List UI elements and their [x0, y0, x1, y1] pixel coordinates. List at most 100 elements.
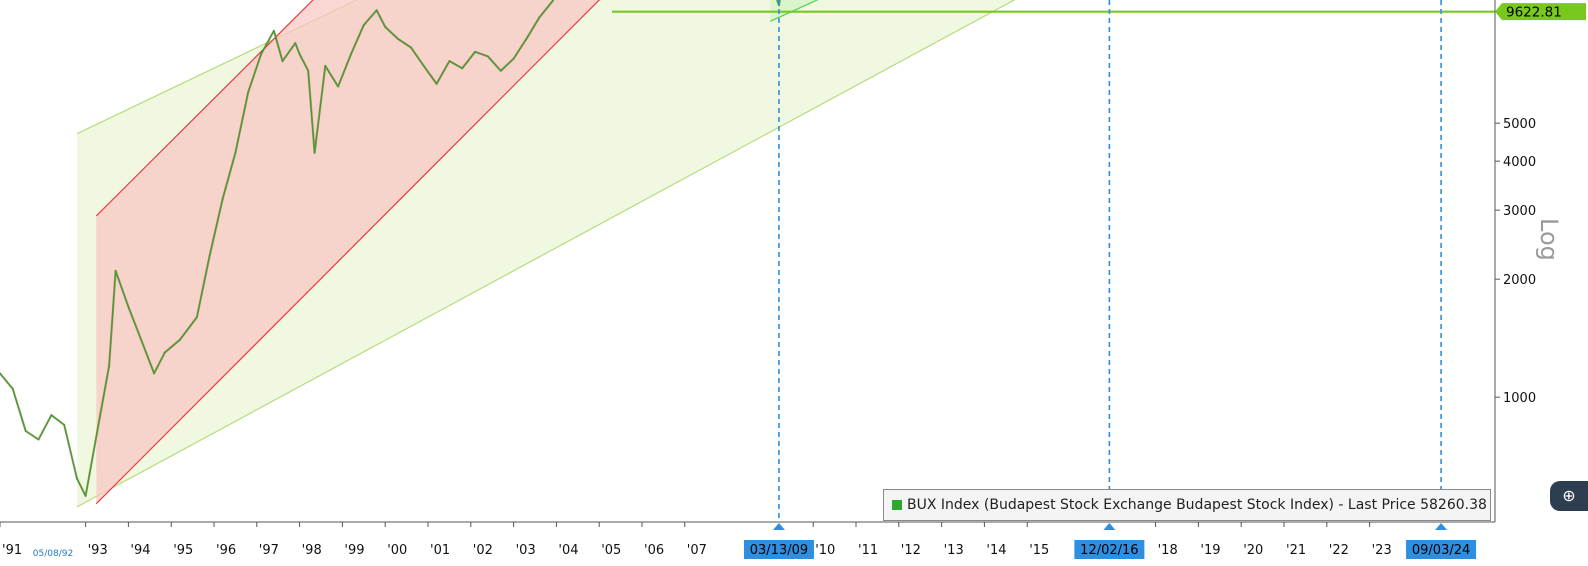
- price-point: [499, 69, 502, 72]
- price-point: [461, 67, 464, 70]
- price-point: [538, 16, 541, 19]
- price-point: [313, 151, 316, 154]
- date-marker-box-2: [1406, 540, 1477, 559]
- x-tick-label: '98: [302, 543, 322, 558]
- channel-upper-line-2: [95, 0, 314, 217]
- price-point: [114, 269, 117, 272]
- price-point: [247, 91, 250, 94]
- price-point: [298, 53, 301, 56]
- y-tick-label: 5000: [1503, 117, 1536, 132]
- vertical-date-markers: [778, 0, 1442, 522]
- x-tick-label: '15: [1029, 543, 1049, 558]
- price-point: [409, 46, 412, 49]
- price-point: [195, 316, 198, 319]
- price-point: [221, 198, 224, 201]
- price-point: [435, 82, 438, 85]
- x-tick-label: '04: [558, 543, 578, 558]
- price-point: [362, 24, 365, 26]
- x-tick-label: '96: [216, 543, 236, 558]
- level-label-3: 9622.81: [1506, 5, 1562, 21]
- price-point: [37, 438, 40, 441]
- price-point: [97, 423, 100, 426]
- price-point: [178, 338, 181, 341]
- x-tick-label: '99: [344, 543, 364, 558]
- y-axis-labels: 100020003000400050002000040000500000.2M9…: [1495, 3, 1586, 406]
- level-label-box-3: [1495, 3, 1586, 21]
- price-point: [273, 29, 275, 32]
- price-series-group: [0, 0, 781, 497]
- legend-text: BUX Index (Budapest Stock Exchange Budap…: [907, 497, 1487, 513]
- price-point: [260, 53, 262, 56]
- date-marker-pointer-1: [1103, 523, 1116, 530]
- price-point: [281, 60, 284, 62]
- price-point: [84, 495, 87, 497]
- price-point: [50, 414, 53, 417]
- x-tick-label: '23: [1372, 543, 1392, 558]
- date-marker-pointer-2: [1435, 523, 1448, 530]
- x-tick-label: '18: [1158, 543, 1178, 558]
- price-point: [512, 57, 515, 60]
- regression-channels: [76, 0, 1016, 508]
- price-point: [153, 372, 155, 375]
- price-point: [11, 387, 14, 390]
- x-tick-label: '21: [1286, 543, 1306, 558]
- price-point: [294, 42, 297, 45]
- price-point: [487, 55, 489, 58]
- price-point: [474, 50, 476, 53]
- price-point: [108, 365, 111, 368]
- channel-lower-line-0: [76, 0, 1016, 508]
- axes: [0, 0, 1496, 523]
- price-point: [525, 38, 528, 40]
- chart-legend: BUX Index (Budapest Stock Exchange Budap…: [883, 489, 1491, 521]
- price-point: [140, 338, 143, 341]
- x-tick-label: '20: [1243, 543, 1263, 558]
- x-tick-label: '97: [259, 543, 279, 558]
- horizontal-level-lines: [612, 10, 1495, 13]
- price-point: [384, 25, 387, 28]
- x-tick-label: '91: [2, 543, 22, 558]
- price-point: [448, 60, 451, 62]
- price-point: [0, 372, 1, 375]
- x-tick-label: '10: [815, 543, 835, 558]
- x-tick-label: '12: [901, 543, 921, 558]
- x-tick-label: '03: [516, 543, 536, 558]
- x-tick-label: '22: [1329, 543, 1349, 558]
- log-scale-label: Log: [1535, 218, 1563, 261]
- price-point: [307, 69, 310, 72]
- date-marker-label-1: 12/02/16: [1080, 543, 1138, 558]
- x-start-date-label: 05/08/92: [33, 549, 73, 559]
- x-tick-label: '14: [986, 543, 1006, 558]
- price-point: [208, 254, 211, 257]
- y-tick-label: 2000: [1503, 273, 1536, 288]
- date-marker-label-2: 09/03/24: [1412, 543, 1470, 558]
- legend-swatch: [892, 500, 902, 510]
- date-marker-pointer-0: [772, 523, 785, 530]
- price-point: [350, 53, 352, 56]
- price-point: [324, 64, 327, 67]
- x-tick-label: '19: [1200, 543, 1220, 558]
- price-point: [234, 151, 237, 154]
- price-line: [0, 0, 781, 497]
- price-point: [397, 38, 399, 40]
- y-tick-label: 1000: [1503, 391, 1536, 406]
- price-point: [337, 85, 340, 88]
- price-point: [127, 305, 130, 308]
- x-tick-label: '05: [601, 543, 621, 558]
- price-point: [551, 0, 554, 3]
- price-point: [163, 351, 166, 354]
- price-point: [76, 477, 78, 480]
- price-point: [24, 430, 27, 432]
- x-tick-label: '13: [944, 543, 964, 558]
- price-point: [375, 9, 378, 12]
- zoom-icon[interactable]: ⊕: [1550, 481, 1588, 511]
- date-marker-box-1: [1074, 540, 1145, 559]
- x-tick-label: '06: [644, 543, 664, 558]
- x-tick-label: '94: [130, 543, 150, 558]
- y-tick-label: 3000: [1503, 204, 1536, 219]
- x-tick-label: '95: [173, 543, 193, 558]
- date-marker-box-0: [743, 540, 814, 559]
- x-tick-label: '11: [858, 543, 878, 558]
- x-tick-label: '02: [473, 543, 493, 558]
